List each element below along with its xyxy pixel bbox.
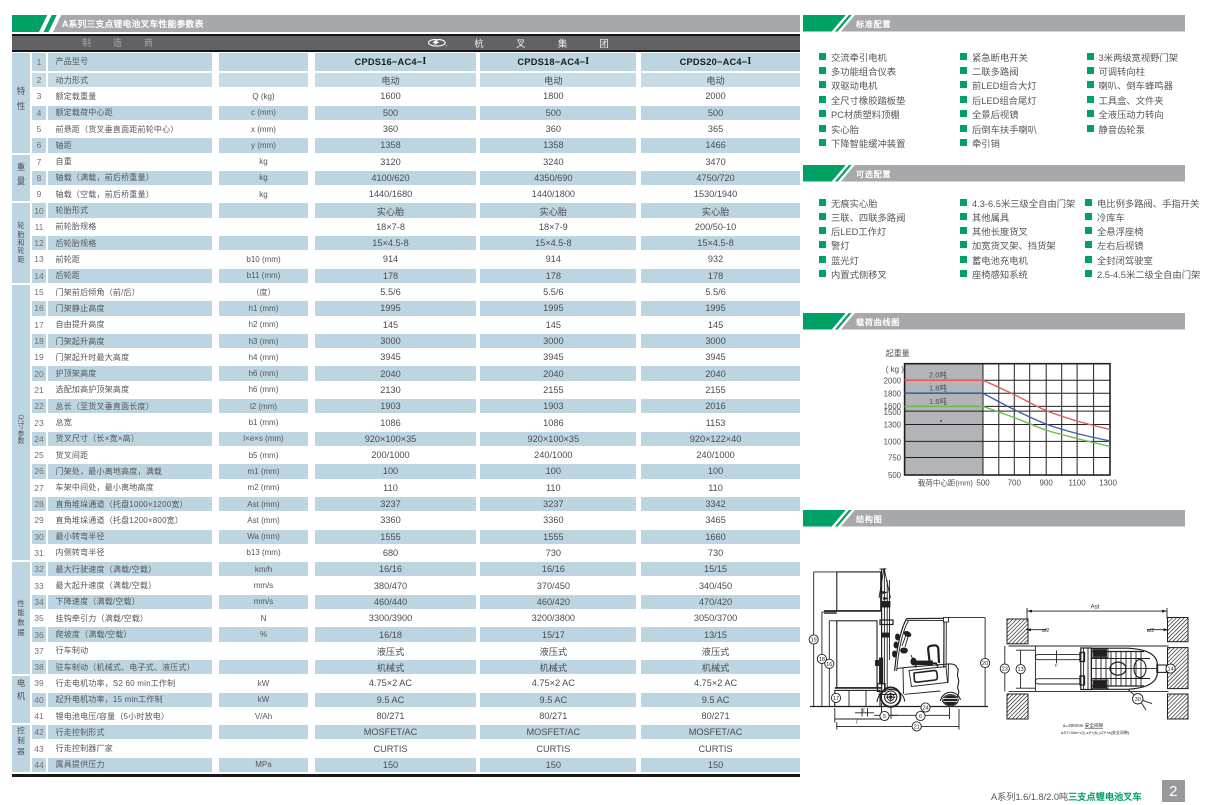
svg-text:1.8吨: 1.8吨	[929, 383, 947, 393]
svg-text:起重量: 起重量	[886, 348, 910, 358]
svg-text:23: 23	[1002, 667, 1008, 673]
svg-text:14: 14	[1168, 667, 1174, 673]
svg-text:1500: 1500	[884, 408, 902, 417]
svg-text:结构图: 结构图	[856, 514, 882, 524]
svg-text:30: 30	[1135, 697, 1141, 703]
svg-text:AST=Wa+√(l₂-x)²+(b₁₃/2)²+a(安全间: AST=Wa+√(l₂-x)²+(b₁₃/2)²+a(安全间隙)	[1061, 729, 1130, 735]
svg-text:20: 20	[982, 661, 988, 667]
svg-text:载荷曲线图: 载荷曲线图	[856, 317, 900, 327]
svg-text:2000: 2000	[884, 376, 902, 385]
svg-text:a/2: a/2	[1042, 628, 1049, 634]
svg-text:2.0吨: 2.0吨	[929, 370, 947, 380]
svg-text:700: 700	[1008, 479, 1022, 488]
svg-text:19: 19	[811, 638, 817, 644]
svg-text:可选配置: 可选配置	[856, 169, 891, 179]
svg-text:21: 21	[914, 724, 920, 730]
svg-text:c: c	[863, 708, 866, 714]
svg-text:24: 24	[922, 706, 928, 712]
svg-text:900: 900	[1040, 479, 1054, 488]
svg-text:17: 17	[833, 696, 839, 702]
svg-text:a/2: a/2	[1147, 628, 1154, 634]
svg-text:( kg ): ( kg )	[886, 365, 905, 374]
svg-text:1600: 1600	[884, 402, 902, 411]
svg-text:500: 500	[888, 471, 902, 480]
svg-text:载荷中心距(mm): 载荷中心距(mm)	[918, 477, 975, 487]
svg-text:a=200mm 安全间隙: a=200mm 安全间隙	[1063, 722, 1104, 729]
svg-text:13: 13	[1018, 667, 1024, 673]
svg-text:1100: 1100	[1068, 479, 1086, 488]
svg-text:18: 18	[819, 657, 825, 663]
svg-text:500: 500	[976, 479, 990, 488]
svg-text:1300: 1300	[884, 421, 902, 430]
svg-text:6: 6	[919, 714, 922, 720]
svg-text:1000: 1000	[884, 437, 902, 446]
svg-text:16: 16	[826, 662, 832, 668]
svg-text:750: 750	[888, 454, 902, 463]
svg-text:1800: 1800	[884, 389, 902, 398]
svg-text:1300: 1300	[1099, 479, 1117, 488]
svg-text:e: e	[1055, 663, 1058, 669]
svg-text:Ast: Ast	[1091, 605, 1100, 611]
svg-text:A系列三支点锂电池叉车性能参数表: A系列三支点锂电池叉车性能参数表	[62, 18, 204, 29]
svg-text:5: 5	[883, 714, 886, 720]
svg-text:1.6吨: 1.6吨	[929, 396, 947, 406]
svg-text:标准配置: 标准配置	[855, 19, 891, 29]
svg-text:l: l	[856, 720, 858, 726]
